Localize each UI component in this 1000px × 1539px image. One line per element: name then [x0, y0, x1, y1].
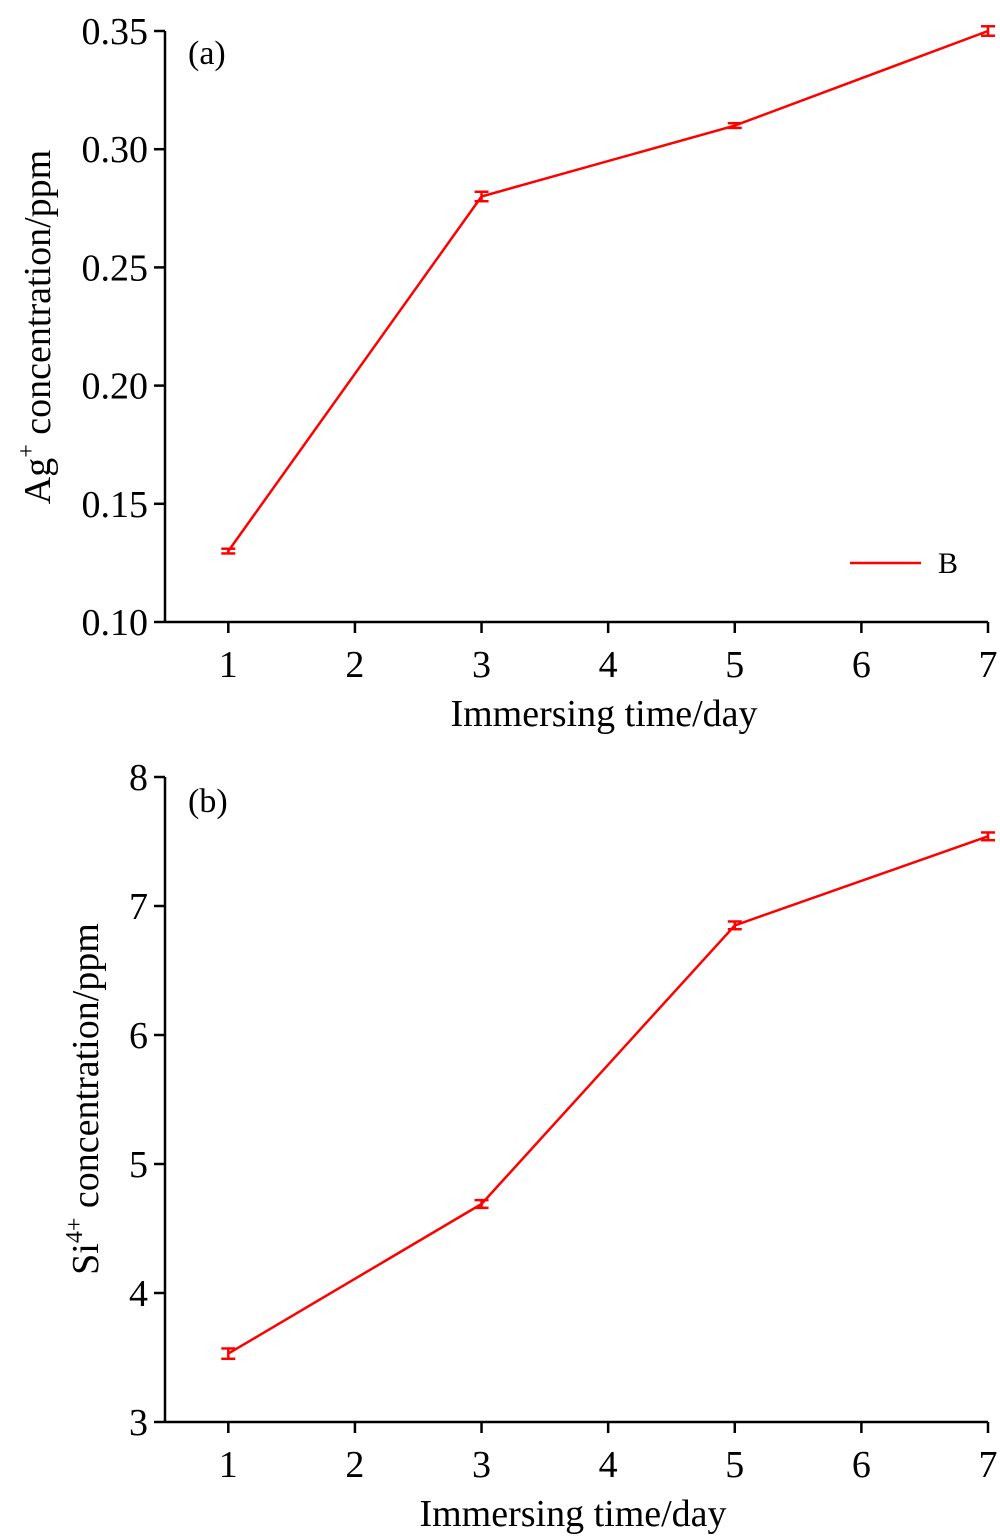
error-bar	[221, 1347, 236, 1361]
y-tick-label: 6	[129, 1015, 148, 1057]
y-tick-label: 0.10	[82, 602, 149, 644]
y-axis-label-unit: concentration/ppm	[65, 923, 107, 1217]
legend-label-b: B	[938, 547, 958, 580]
series-group	[221, 831, 995, 1361]
series-line	[227, 835, 989, 1355]
y-axis-label-species: Ag	[17, 458, 59, 504]
x-tick-label: 7	[979, 1444, 998, 1486]
y-tick-label: 3	[129, 1402, 148, 1444]
y-tick-label: 0.25	[82, 247, 149, 289]
x-tick-label: 6	[852, 1444, 871, 1486]
x-axis-label: Immersing time/day	[419, 1493, 726, 1535]
error-bar	[474, 190, 489, 203]
error-bar	[727, 920, 742, 931]
x-axis-label: Immersing time/day	[450, 693, 757, 735]
error-bar	[727, 121, 742, 130]
legend: B	[850, 547, 958, 580]
y-tick-label: 7	[129, 886, 148, 928]
y-axis-label-species: Si	[65, 1243, 107, 1275]
y-tick-label: 5	[129, 1144, 148, 1186]
series-line	[227, 29, 989, 552]
y-axis-ticks: 3 4 5 6 7 8	[129, 757, 165, 1444]
x-axis-ticks: 1 2 3 4 5 6 7	[219, 622, 998, 686]
x-axis-ticks: 1 2 3 4 5 6 7	[219, 1422, 998, 1486]
y-tick-label: 4	[129, 1273, 148, 1315]
x-tick-label: 1	[219, 644, 238, 686]
y-axis-label-charge: 4+	[62, 1218, 88, 1244]
error-bar	[221, 547, 236, 555]
x-tick-label: 6	[852, 644, 871, 686]
y-axis-ticks: 0.10 0.15 0.20 0.25 0.30 0.35	[82, 11, 165, 644]
y-axis-label: Si4+ concentration/ppm	[62, 923, 107, 1275]
y-axis-label: Ag+ concentration/ppm	[14, 150, 59, 504]
y-tick-label: 8	[129, 757, 148, 799]
error-bar	[981, 25, 995, 37]
y-tick-label: 0.15	[82, 484, 149, 526]
y-axis-label-unit: concentration/ppm	[17, 150, 59, 444]
y-tick-label: 0.30	[82, 129, 149, 171]
error-bar	[981, 831, 995, 842]
panel-a: 0.10 0.15 0.20 0.25 0.30 0.35 1 2 3 4 5 6 7 (a) Imm…	[14, 11, 998, 735]
x-tick-label: 2	[345, 1444, 364, 1486]
x-tick-label: 4	[599, 1444, 618, 1486]
y-axis-label-charge: +	[14, 444, 40, 458]
x-tick-label: 5	[725, 644, 744, 686]
x-tick-label: 5	[725, 1444, 744, 1486]
series-group	[221, 25, 995, 555]
x-tick-label: 2	[345, 644, 364, 686]
panel-label: (a)	[188, 35, 226, 72]
panel-b: 3 4 5 6 7 8 1 2 3 4 5 6 7 (b) Immersing time/day Si…	[62, 757, 998, 1535]
panel-label: (b)	[188, 783, 228, 820]
x-tick-label: 4	[599, 644, 618, 686]
x-tick-label: 3	[472, 644, 491, 686]
error-bar	[474, 1198, 489, 1210]
y-tick-label: 0.20	[82, 366, 149, 408]
y-tick-label: 0.35	[82, 11, 149, 53]
x-tick-label: 3	[472, 1444, 491, 1486]
x-tick-label: 1	[219, 1444, 238, 1486]
x-tick-label: 7	[979, 644, 998, 686]
